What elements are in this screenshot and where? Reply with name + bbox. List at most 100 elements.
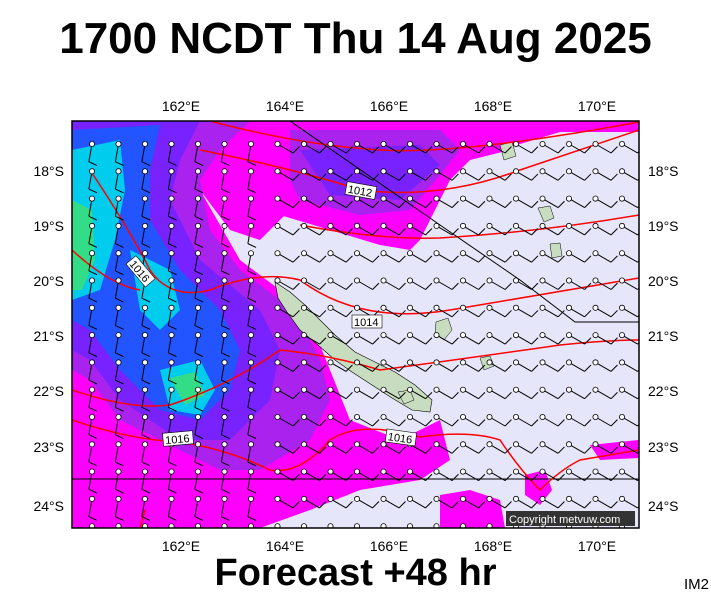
lon-label-top: 168°E xyxy=(474,98,512,114)
wind-barb xyxy=(459,140,486,154)
lon-label-bottom: 162°E xyxy=(162,538,200,554)
wind-barb xyxy=(513,413,539,427)
wind-barb xyxy=(459,195,486,209)
wind-barb xyxy=(592,250,618,263)
wind-barb xyxy=(194,413,204,439)
wind-barb xyxy=(380,304,406,318)
wind-barb xyxy=(300,332,327,345)
wind-barb xyxy=(380,222,406,236)
wind-barb xyxy=(247,168,257,194)
wind-barb xyxy=(592,332,618,345)
wind-barb xyxy=(195,523,201,528)
isobar-label-1012: 1012 xyxy=(347,184,373,200)
wind-barb xyxy=(114,222,124,248)
wind-barb xyxy=(300,386,327,400)
wind-barb xyxy=(167,332,177,358)
wind-barb xyxy=(220,386,230,412)
isobar-line xyxy=(139,509,146,528)
wind-barb xyxy=(539,195,565,209)
wind-barb xyxy=(619,222,639,236)
lat-label-right: 21°S xyxy=(648,328,679,344)
wind-barb xyxy=(114,195,124,221)
wind-barb xyxy=(220,304,230,330)
wind-barb xyxy=(513,140,539,154)
wind-barb xyxy=(167,222,177,248)
lat-label-right: 20°S xyxy=(648,273,679,289)
wind-barb xyxy=(220,468,230,494)
wind-barb xyxy=(539,250,565,263)
wind-barb xyxy=(300,495,327,509)
map-title: 1700 NCDT Thu 14 Aug 2025 xyxy=(59,14,652,63)
wind-barb xyxy=(433,441,459,454)
wind-barb xyxy=(353,332,380,345)
wind-barb xyxy=(220,222,230,248)
wind-barb xyxy=(539,222,565,236)
isobar-line xyxy=(72,339,639,407)
lon-label-top: 162°E xyxy=(162,98,200,114)
wind-barb xyxy=(459,386,486,400)
wind-barb xyxy=(513,386,539,400)
loyalty-island-3 xyxy=(397,389,415,405)
wind-barb xyxy=(459,250,486,263)
lon-label-top: 166°E xyxy=(370,98,408,114)
wind-barb xyxy=(592,277,618,290)
wind-barb xyxy=(353,250,380,263)
wind-barb xyxy=(327,468,353,482)
wind-barb xyxy=(274,168,300,181)
wind-barb xyxy=(88,413,98,439)
wind-barb xyxy=(592,304,618,318)
wind-barb xyxy=(327,359,353,372)
wind-barb xyxy=(592,359,618,372)
wind-barb xyxy=(247,468,257,494)
wind-barb xyxy=(167,277,177,303)
wind-barb xyxy=(220,195,230,221)
wind-barb xyxy=(114,386,124,412)
wind-barb xyxy=(167,359,177,385)
wind-barb xyxy=(194,359,204,385)
wind-barb xyxy=(88,195,98,221)
wind-barb xyxy=(300,168,327,181)
wind-barb xyxy=(380,140,406,154)
wind-barb xyxy=(486,250,512,263)
wind-barb xyxy=(566,332,592,345)
lat-label-left: 22°S xyxy=(33,383,64,399)
isobar-line xyxy=(72,249,141,291)
wind-barb xyxy=(486,222,512,236)
wind-barb xyxy=(406,222,433,236)
wind-barb xyxy=(486,332,512,345)
wind-barb xyxy=(114,277,124,303)
wind-barb xyxy=(194,222,204,248)
wind-barb xyxy=(486,386,512,400)
wind-barb xyxy=(247,304,257,330)
wind-barb xyxy=(539,441,565,454)
wind-barb xyxy=(300,222,327,236)
wind-barb xyxy=(194,332,204,358)
isobar-line xyxy=(209,121,639,152)
wind-barb xyxy=(433,413,459,427)
wind-barb xyxy=(539,304,565,318)
wind-barb xyxy=(115,523,122,528)
wind-barb xyxy=(274,250,300,263)
wind-barb xyxy=(566,277,592,290)
wind-barb xyxy=(89,523,95,528)
wind-barb xyxy=(406,168,433,181)
wind-barb xyxy=(406,195,433,209)
wind-barb xyxy=(380,168,406,181)
wind-barb xyxy=(592,140,618,154)
wind-barb xyxy=(114,441,124,467)
wind-barb xyxy=(353,359,380,372)
wind-barb xyxy=(141,195,151,221)
wind-barb xyxy=(486,195,512,209)
wind-barb xyxy=(88,441,98,467)
wind-barb xyxy=(274,332,300,345)
wind-barb xyxy=(433,359,459,372)
wind-barb xyxy=(274,222,300,236)
wind-barb xyxy=(141,441,151,467)
wind-barb xyxy=(459,332,486,345)
wind-barb xyxy=(220,441,230,467)
wind-barb xyxy=(167,386,177,412)
wind-barb xyxy=(592,168,618,181)
wind-barb xyxy=(327,413,353,427)
wind-barb xyxy=(88,168,98,194)
wind-barb xyxy=(566,441,592,454)
